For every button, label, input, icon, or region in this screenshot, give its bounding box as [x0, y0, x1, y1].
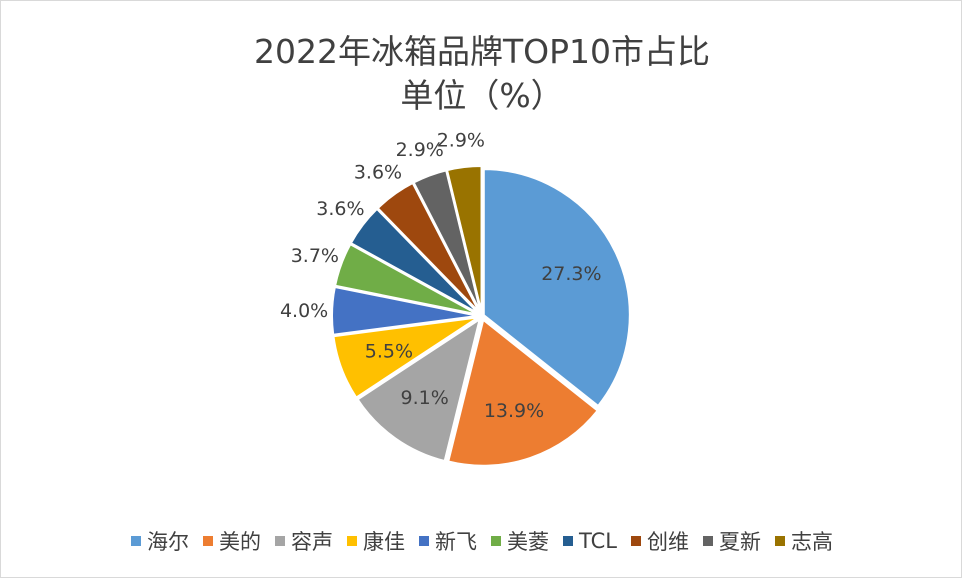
legend-item: 美的 [203, 526, 261, 556]
legend-label: 创维 [646, 530, 689, 554]
pie-slice-容声 [356, 317, 482, 463]
pie-slice-新飞 [331, 285, 479, 336]
legend-label: 夏新 [718, 530, 761, 554]
data-label: 13.9% [484, 400, 544, 422]
legend-item: 康佳 [347, 526, 405, 556]
legend-swatch [563, 536, 574, 546]
legend-swatch [203, 536, 214, 546]
legend-label: 志高 [790, 530, 833, 554]
legend-swatch [630, 536, 641, 546]
legend-item: 美菱 [491, 526, 549, 556]
legend-label: 美菱 [507, 530, 550, 554]
legend: 海尔 美的 容声 康佳 新飞 美菱 TCL 创维 夏新 志高 [1, 526, 962, 556]
pie-slice-海尔 [482, 168, 631, 408]
data-label: 27.3% [541, 263, 601, 285]
legend-swatch [131, 536, 142, 546]
chart-subtitle: 单位（%） [400, 76, 564, 115]
pie-slice-康佳 [332, 316, 479, 399]
legend-item: 夏新 [702, 526, 761, 556]
legend-item: 容声 [275, 526, 333, 556]
pie-slice-美菱 [333, 242, 479, 316]
legend-swatch [419, 536, 430, 546]
data-label: 5.5% [365, 341, 413, 363]
pie-slice-美的 [447, 318, 600, 467]
legend-label: 美的 [219, 530, 262, 554]
legend-swatch [702, 536, 713, 546]
chart-title: 2022年冰箱品牌TOP10市占比 [253, 32, 710, 71]
legend-label: TCL [579, 529, 617, 553]
legend-item: 志高 [774, 526, 833, 556]
legend-item: 海尔 [131, 526, 189, 556]
data-label: 3.6% [316, 198, 364, 220]
legend-label: 新飞 [435, 530, 478, 554]
legend-swatch [347, 536, 358, 546]
legend-item: 新飞 [419, 526, 477, 556]
data-label: 9.1% [400, 387, 448, 409]
data-label: 3.6% [354, 162, 402, 184]
data-label: 2.9% [437, 129, 485, 151]
pie-slice-创维 [376, 181, 481, 314]
legend-label: 海尔 [147, 530, 190, 554]
data-label: 3.7% [291, 245, 339, 267]
legend-item: TCL [563, 526, 617, 556]
data-label: 4.0% [280, 300, 328, 322]
pie-slice-TCL [349, 207, 480, 315]
legend-item: 创维 [630, 526, 689, 556]
legend-swatch [774, 536, 785, 546]
legend-label: 容声 [291, 530, 334, 554]
pie-slice-志高 [445, 165, 483, 313]
legend-swatch [275, 536, 286, 546]
legend-label: 康佳 [363, 530, 406, 554]
data-label: 2.9% [396, 139, 444, 161]
legend-swatch [491, 536, 502, 546]
